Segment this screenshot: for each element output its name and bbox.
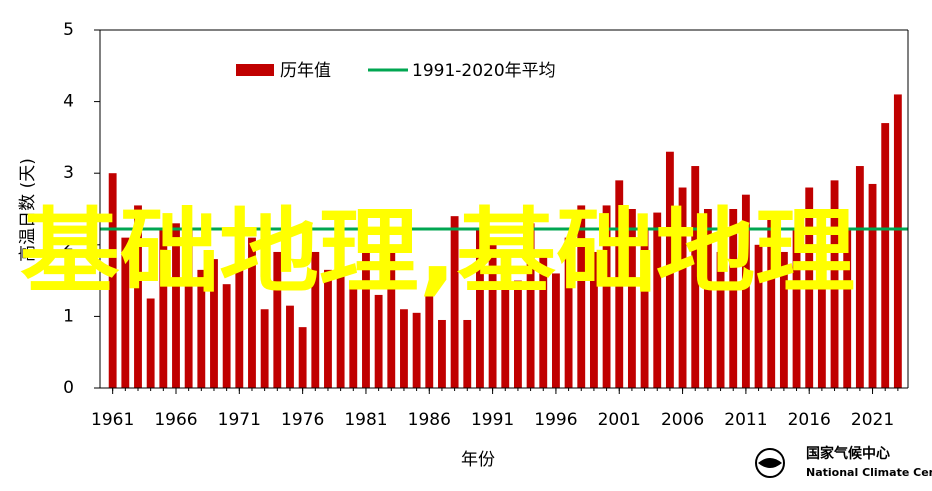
y-tick-label: 3	[63, 163, 74, 183]
bar	[362, 244, 370, 388]
x-tick-label: 2016	[788, 410, 831, 430]
bar	[792, 230, 801, 388]
x-tick-label: 2011	[724, 410, 767, 430]
bar	[134, 205, 142, 388]
bar	[589, 251, 598, 388]
bar	[602, 205, 611, 388]
bar	[577, 205, 586, 388]
bar	[564, 237, 573, 388]
bar	[805, 187, 814, 388]
bar	[488, 244, 497, 388]
bar	[273, 251, 282, 388]
bar	[703, 209, 712, 388]
bar	[716, 251, 725, 388]
bar	[539, 251, 548, 388]
bar	[108, 173, 117, 388]
bar	[817, 209, 826, 388]
bar	[412, 312, 421, 388]
x-tick-label: 2021	[851, 410, 894, 430]
x-tick-label: 1976	[281, 410, 324, 430]
y-tick-label: 2	[63, 235, 74, 255]
bar	[627, 209, 636, 388]
bar	[235, 223, 244, 388]
x-tick-label: 1971	[218, 410, 261, 430]
bar	[691, 166, 700, 388]
bar	[779, 251, 788, 388]
bar	[893, 94, 902, 388]
bar	[172, 223, 180, 388]
bar	[881, 123, 890, 388]
bar	[336, 237, 345, 388]
logo: 国家气候中心 National Climate Center	[755, 445, 932, 479]
legend-label: 历年值	[280, 61, 331, 81]
bar	[640, 230, 649, 388]
bar	[184, 230, 193, 388]
y-axis-label: 高温日数 (天)	[18, 158, 38, 262]
x-tick-label: 1981	[344, 410, 387, 430]
bar	[501, 273, 510, 388]
bar	[729, 209, 738, 388]
bar	[514, 280, 522, 388]
x-tick-label: 1986	[408, 410, 451, 430]
bar	[349, 280, 358, 388]
bar	[767, 216, 776, 388]
logo-name-en: National Climate Center	[806, 466, 932, 479]
bar	[476, 230, 484, 388]
x-tick-label: 2006	[661, 410, 704, 430]
bar	[653, 212, 662, 388]
logo-icon	[755, 448, 785, 478]
bar	[260, 309, 269, 388]
bar	[197, 269, 206, 388]
y-tick-label: 4	[63, 92, 74, 112]
bar	[222, 284, 231, 388]
legend-label: 1991-2020年平均	[412, 61, 556, 81]
bar	[678, 187, 687, 388]
bar	[463, 319, 472, 388]
logo-name: 国家气候中心	[806, 445, 890, 462]
bar	[741, 194, 750, 388]
bar	[387, 251, 396, 388]
bar	[830, 180, 839, 388]
bar	[551, 273, 560, 388]
bar	[615, 180, 624, 388]
bar	[526, 223, 535, 388]
bar	[286, 305, 294, 388]
bar	[868, 183, 877, 388]
y-tick-label: 0	[63, 378, 74, 398]
bar	[400, 309, 408, 388]
bar	[754, 244, 763, 388]
x-axis-label: 年份	[461, 450, 495, 470]
bar	[425, 294, 434, 388]
x-tick-label: 1991	[471, 410, 514, 430]
y-tick-label: 1	[63, 306, 74, 326]
x-tick-label: 2001	[598, 410, 641, 430]
bar	[374, 294, 383, 388]
overlay-text: 基础地理,基础地理	[20, 198, 855, 305]
y-tick-label: 5	[63, 20, 74, 40]
legend-swatch	[236, 64, 274, 76]
bar	[159, 230, 168, 388]
bar	[324, 269, 332, 388]
bar	[438, 319, 446, 388]
bar	[450, 216, 459, 388]
bar	[121, 237, 130, 388]
bar	[855, 166, 864, 388]
bar	[298, 327, 307, 388]
x-tick-label: 1996	[534, 410, 577, 430]
x-tick-label: 1966	[154, 410, 197, 430]
bar	[665, 151, 674, 388]
bar	[311, 251, 320, 388]
bar	[146, 298, 155, 388]
logo-icon	[758, 458, 782, 468]
bar	[843, 230, 852, 388]
bar	[248, 237, 256, 388]
x-tick-label: 1961	[91, 410, 134, 430]
bar	[210, 259, 218, 388]
